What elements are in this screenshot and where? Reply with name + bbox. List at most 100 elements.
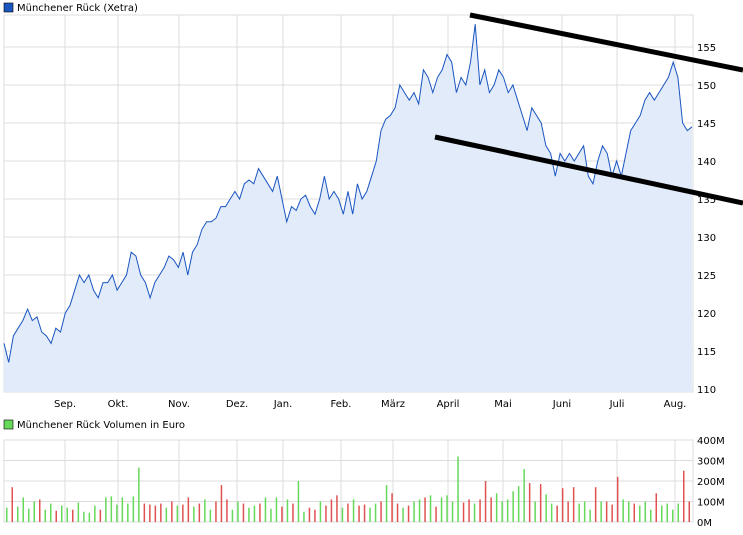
volume-bar <box>264 497 267 522</box>
upper-trendline <box>469 12 743 73</box>
volume-bar <box>468 499 470 522</box>
volume-bar <box>424 497 426 522</box>
volume-bar <box>462 502 465 522</box>
month-tick-label: Feb. <box>331 399 352 410</box>
volume-bar <box>127 503 129 522</box>
price-legend-label: Münchener Rück (Xetra) <box>17 3 138 14</box>
volume-bar <box>270 508 272 522</box>
volume-bar <box>88 512 91 522</box>
volume-bar <box>176 505 179 522</box>
volume-bar <box>226 499 228 522</box>
volume-bar <box>149 504 151 522</box>
volume-bar <box>616 476 619 522</box>
month-tick-label: Okt. <box>108 399 129 410</box>
volume-bar <box>292 503 294 522</box>
volume-bar <box>545 494 547 522</box>
volume-bar <box>572 487 575 522</box>
volume-bar <box>402 507 404 522</box>
volume-bar <box>336 495 338 522</box>
volume-bar <box>204 499 206 522</box>
volume-bar <box>259 503 261 522</box>
volume-bar <box>600 501 602 522</box>
volume-bar <box>160 503 162 522</box>
volume-bar <box>413 501 415 522</box>
volume-bar <box>628 501 630 522</box>
volume-bar <box>187 497 190 522</box>
volume-bar <box>594 487 597 522</box>
price-ytick-label: 115 <box>697 347 716 358</box>
volume-bar <box>319 501 322 522</box>
volume-bar <box>341 507 344 522</box>
volume-bar <box>352 499 355 522</box>
volume-bar <box>418 499 421 522</box>
volume-bar <box>66 507 68 522</box>
price-ytick-label: 130 <box>697 233 716 244</box>
volume-bar <box>231 509 234 522</box>
volume-bar <box>11 487 13 522</box>
volume-bar <box>435 506 437 522</box>
volume-bar <box>501 501 503 522</box>
volume-bar <box>633 503 635 522</box>
volume-bar <box>534 501 536 522</box>
volume-bar <box>473 503 476 522</box>
volume-bar <box>61 505 63 522</box>
volume-bar <box>99 509 102 522</box>
volume-bar <box>237 501 239 522</box>
volume-bar <box>506 499 509 522</box>
price-ytick-label: 155 <box>697 43 716 54</box>
volume-bar <box>22 497 24 522</box>
volume-bar <box>220 485 223 522</box>
volume-bar <box>110 496 113 522</box>
month-tick-label: Dez. <box>226 399 248 410</box>
volume-bar <box>44 509 46 522</box>
volume-bar <box>6 507 8 522</box>
volume-bar <box>672 509 674 522</box>
volume-bar <box>94 505 96 522</box>
volume-bar <box>242 503 245 522</box>
volume-bar <box>248 507 250 522</box>
volume-bar <box>77 502 80 522</box>
price-ytick-label: 145 <box>697 119 716 130</box>
volume-bar <box>490 497 492 522</box>
volume-bar <box>209 509 212 522</box>
volume-bar <box>528 483 531 522</box>
volume-bar <box>385 485 388 522</box>
volume-bar <box>655 493 657 522</box>
volume-bar <box>369 507 371 522</box>
volume-bar <box>193 506 195 522</box>
volume-bar <box>380 501 382 522</box>
volume-bar <box>330 499 333 522</box>
volume-bar <box>688 501 690 522</box>
volume-bar <box>539 484 542 522</box>
volume-ytick-label: 100M <box>697 498 725 509</box>
month-tick-label: Jan. <box>273 399 293 410</box>
price-ytick-label: 120 <box>697 309 716 320</box>
volume-bar <box>253 505 256 522</box>
volume-bar <box>363 504 366 522</box>
volume-bar <box>605 501 608 522</box>
volume-bar <box>83 511 85 522</box>
price-ytick-label: 110 <box>697 385 716 396</box>
volume-bar <box>154 505 157 522</box>
volume-ytick-label: 0M <box>697 518 712 529</box>
volume-ytick-label: 400M <box>697 436 725 447</box>
volume-bar <box>182 504 184 522</box>
volume-bar <box>116 504 118 522</box>
volume-bar <box>523 469 525 522</box>
volume-bar <box>198 503 201 522</box>
month-tick-label: Mai <box>494 399 512 410</box>
volume-bar <box>661 505 663 522</box>
volume-bar <box>325 505 327 522</box>
month-tick-label: März <box>381 399 405 410</box>
volume-bar <box>215 501 217 522</box>
volume-bar <box>451 501 454 522</box>
volume-bar <box>138 467 140 522</box>
volume-bar <box>683 470 685 522</box>
volume-bar <box>495 493 498 522</box>
month-tick-label: Sep. <box>54 399 76 410</box>
volume-bar <box>347 503 349 522</box>
volume-bar <box>589 509 591 522</box>
volume-bar <box>583 501 586 522</box>
volume-bar <box>143 503 146 522</box>
volume-bar <box>286 499 289 522</box>
